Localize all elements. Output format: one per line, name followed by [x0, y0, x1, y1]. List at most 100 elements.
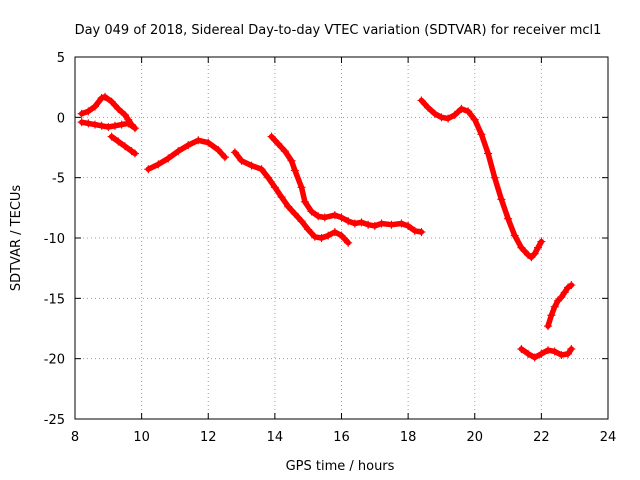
tick-labels: 8 10 12 14 16 18 20 22 24 -25 -20 -15 -10 -5 0 5: [44, 51, 617, 445]
data-point: [517, 344, 526, 354]
data-point: [567, 280, 576, 290]
data-point: [130, 124, 140, 133]
data-point: [307, 207, 316, 216]
data-point: [280, 147, 289, 156]
chart-title: Day 049 of 2018, Sidereal Day-to-day VTE…: [75, 23, 602, 38]
data-point: [297, 217, 306, 226]
data-point: [410, 226, 419, 235]
data-point: [567, 344, 576, 354]
y-tick-label: -20: [44, 353, 65, 368]
data-point: [330, 227, 339, 237]
y-tick-label: -5: [52, 172, 65, 187]
data-point: [457, 104, 466, 113]
data-point: [317, 233, 326, 243]
data-point: [517, 243, 526, 252]
data-point: [537, 237, 546, 246]
data-point: [563, 349, 573, 358]
data-point: [287, 156, 296, 165]
data-point: [437, 113, 446, 122]
data-point: [387, 220, 396, 229]
data-point: [220, 153, 230, 162]
data-point: [257, 165, 266, 174]
x-tick-label: 14: [267, 430, 284, 445]
y-tick-label: -15: [44, 292, 65, 307]
data-point: [430, 109, 439, 118]
data-point: [77, 109, 86, 118]
data-point: [530, 249, 539, 258]
data-point: [490, 173, 499, 182]
data-point: [444, 114, 453, 123]
x-tick-label: 8: [71, 430, 79, 445]
x-tick-label: 12: [200, 430, 217, 445]
data-point: [344, 217, 353, 226]
y-tick-label: -10: [44, 232, 65, 247]
data-point: [104, 122, 113, 132]
data-point: [417, 227, 426, 237]
data-point: [344, 238, 353, 247]
y-tick-label: 0: [57, 111, 65, 126]
data-point: [463, 107, 473, 116]
data-point: [110, 121, 120, 130]
data-point: [84, 107, 93, 116]
data-point: [477, 130, 486, 139]
data-point: [114, 137, 123, 146]
data-point: [527, 253, 536, 262]
data-point: [267, 132, 276, 141]
data-point: [277, 192, 286, 202]
data-point: [274, 139, 283, 148]
data-point: [404, 221, 413, 231]
data-point: [537, 349, 546, 358]
data-point: [503, 214, 513, 223]
data-point: [320, 213, 329, 222]
data-point: [547, 311, 556, 320]
data-point: [97, 93, 106, 103]
data-point: [90, 120, 100, 129]
data-point: [364, 220, 373, 229]
y-tick-label: -25: [44, 413, 65, 428]
x-tick-label: 24: [600, 430, 617, 445]
data-point: [370, 221, 379, 231]
data-point: [120, 110, 130, 120]
data-point: [450, 110, 459, 120]
data-point: [304, 225, 313, 234]
data-point: [120, 142, 130, 151]
data-point: [337, 231, 346, 240]
data-point: [530, 353, 539, 362]
data-point: [84, 119, 93, 128]
data-point: [194, 136, 203, 145]
data-point: [164, 154, 173, 163]
data-point: [324, 231, 333, 240]
data-point: [284, 202, 293, 211]
data-point: [127, 120, 136, 129]
data-point: [557, 293, 566, 302]
data-point: [557, 350, 566, 360]
data-point: [300, 197, 309, 206]
x-axis-label: GPS time / hours: [286, 459, 395, 474]
data-point: [337, 213, 346, 222]
series-seg-d: [268, 133, 425, 235]
data-point: [497, 195, 506, 204]
data-point: [314, 212, 323, 221]
x-tick-label: 16: [333, 430, 350, 445]
data-point: [357, 218, 366, 227]
series-seg-e: [418, 97, 545, 261]
data-point: [350, 219, 359, 228]
data-point: [107, 97, 116, 106]
data-point: [377, 219, 386, 228]
data-point: [290, 166, 299, 175]
data-point: [154, 160, 163, 169]
data-point: [97, 121, 106, 130]
data-point: [130, 149, 140, 158]
data-point: [264, 173, 273, 182]
data-point: [417, 96, 426, 105]
data-point: [174, 147, 183, 156]
data-point: [290, 209, 299, 218]
data-point: [533, 243, 543, 252]
data-point: [550, 347, 559, 356]
data-series-group: [77, 92, 576, 362]
data-point: [424, 103, 433, 112]
data-point: [107, 132, 116, 141]
y-tick-label: 5: [57, 51, 65, 66]
data-point: [483, 149, 493, 158]
data-point: [553, 296, 563, 305]
